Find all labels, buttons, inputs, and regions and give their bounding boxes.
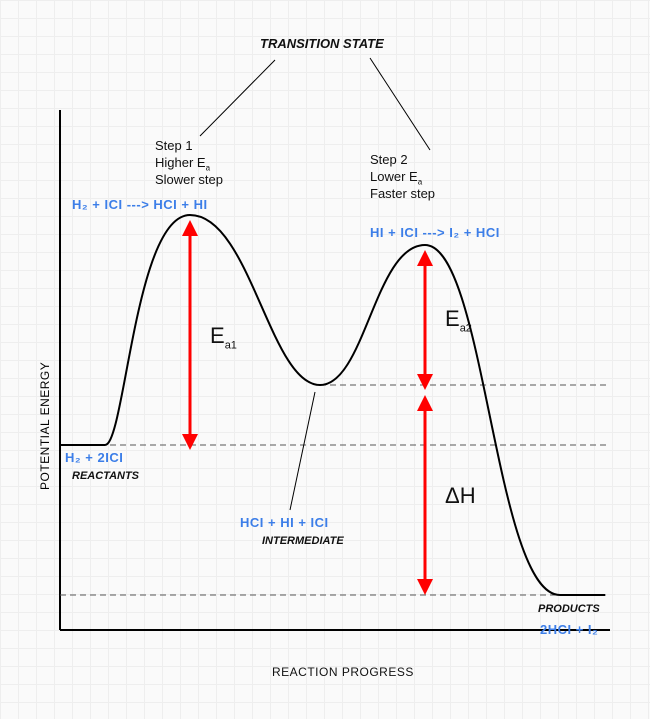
ts-pointer-1	[200, 60, 275, 136]
intermediate-word: INTERMEDIATE	[262, 534, 344, 548]
transition-state-label: TRANSITION STATE	[260, 36, 384, 53]
step1-line3: Slower step	[155, 172, 223, 189]
products-word: PRODUCTS	[538, 602, 600, 616]
step2-line1: Step 2	[370, 152, 408, 169]
reaction2-label: HI + ICI ---> I₂ + HCI	[370, 225, 500, 242]
reactants-word: REACTANTS	[72, 469, 139, 483]
y-axis-label: POTENTIAL ENERGY	[38, 362, 52, 490]
step2-line3: Faster step	[370, 186, 435, 203]
ts-pointer-2	[370, 58, 430, 150]
ea2-label: Ea2	[445, 305, 472, 336]
products-formula: 2HCI + I₂	[540, 622, 598, 639]
step1-line1: Step 1	[155, 138, 193, 155]
x-axis-label: REACTION PROGRESS	[272, 665, 414, 681]
reactants-formula: H₂ + 2ICI	[65, 450, 123, 467]
dh-label: ΔH	[445, 482, 476, 511]
ea1-label: Ea1	[210, 322, 237, 353]
intermediate-pointer	[290, 392, 315, 510]
energy-diagram: TRANSITION STATE Step 1 Higher Ea Slower…	[0, 0, 650, 719]
intermediate-formula: HCI + HI + ICI	[240, 515, 329, 532]
reaction1-label: H₂ + ICI ---> HCI + HI	[72, 197, 208, 214]
